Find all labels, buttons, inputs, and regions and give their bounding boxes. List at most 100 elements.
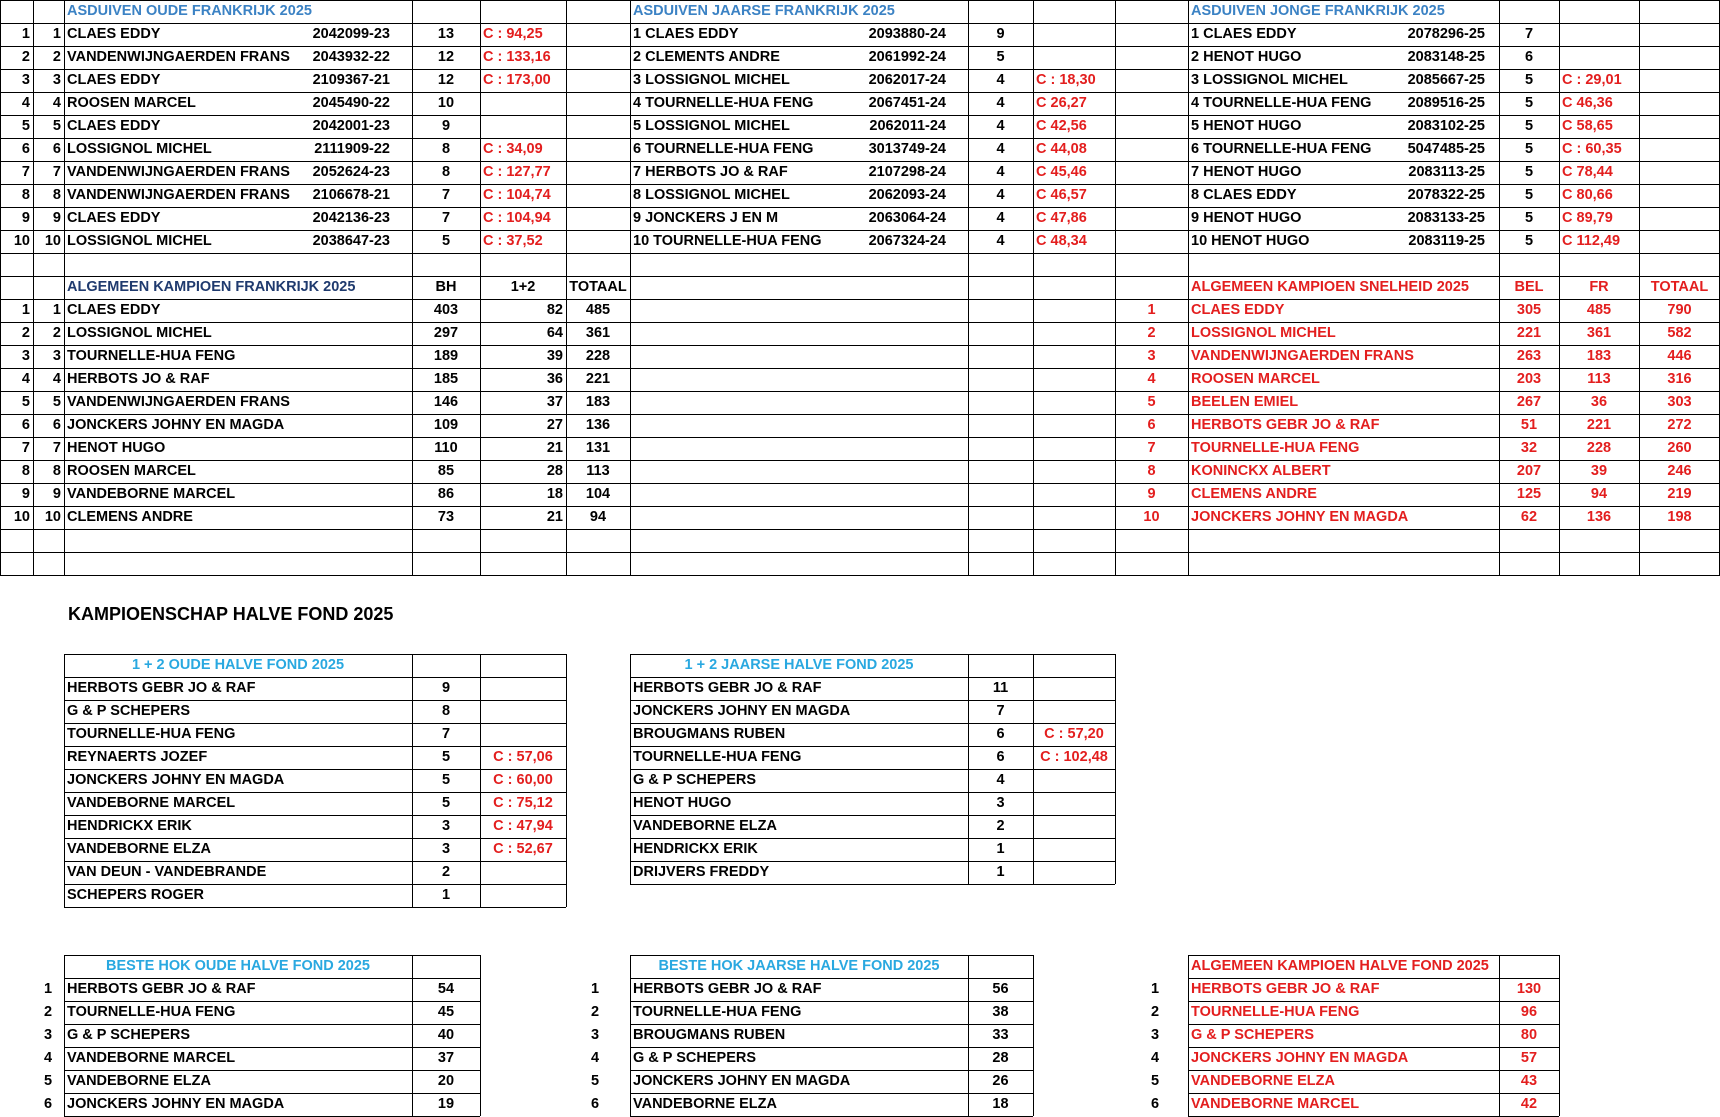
fancier-name: VANDENWIJNGAERDEN FRANS 2106678-21: [64, 184, 412, 207]
count: 6: [1524, 49, 1534, 65]
score: 20: [437, 1073, 455, 1089]
coefficient: C : 18,30: [1036, 72, 1096, 88]
fancier-name: JONCKERS JOHNY EN MAGDA: [67, 1096, 285, 1112]
ring-number: 2089516-25: [1407, 95, 1485, 111]
coefficient: C : 173,00: [483, 72, 551, 88]
grid-line: [1639, 0, 1640, 575]
coefficient: C 46,57: [1036, 187, 1087, 203]
grid-line: [630, 0, 631, 575]
rank: 1: [52, 26, 61, 42]
rank: 1: [590, 981, 600, 997]
score-total: 183: [585, 394, 611, 410]
fancier-name: JONCKERS JOHNY EN MAGDA: [67, 417, 285, 433]
rank: 9: [21, 486, 30, 502]
grid-line: [64, 723, 566, 724]
count: 4: [996, 118, 1005, 134]
score: 3: [441, 841, 451, 857]
count: 13: [437, 26, 455, 42]
fancier-name: VANDEBORNE ELZA: [67, 1073, 211, 1089]
fancier-name: TOURNELLE-HUA FENG: [633, 1004, 802, 1020]
fancier-name: BROUGMANS RUBEN: [633, 1027, 786, 1043]
score-total: 446: [1667, 348, 1692, 364]
grid-line: [412, 955, 413, 1116]
grid-line: [630, 978, 1033, 979]
coefficient: C 42,56: [1036, 118, 1087, 134]
grid-line: [1188, 1047, 1559, 1048]
count: 4: [996, 187, 1005, 203]
score: 11: [992, 680, 1009, 696]
fancier-name: HERBOTS GEBR JO & RAF: [633, 680, 822, 696]
coefficient: [1033, 861, 1115, 884]
grid-line: [64, 746, 566, 747]
grid-line: [0, 184, 1720, 185]
fancier-name: BEELEN EMIEL: [1191, 394, 1299, 410]
ring-number: 2042099-23: [312, 26, 390, 42]
ring-number: 2093880-24: [868, 26, 946, 42]
coefficient: [1033, 815, 1115, 838]
score: 2: [441, 864, 451, 880]
coefficient: [1033, 769, 1115, 792]
column-header: TOTAAL: [1650, 279, 1709, 295]
fancier-name: CLEMENS ANDRE: [67, 509, 193, 525]
grid-line: [968, 654, 969, 884]
grid-line: [1499, 955, 1500, 1116]
fancier-name: 2 CLEMENTS ANDRE 2061992-24: [630, 46, 968, 69]
rank: 3: [52, 348, 61, 364]
grid-line: [64, 955, 65, 1116]
grid-line: [0, 552, 1720, 553]
ring-number: 2111909-22: [314, 141, 390, 157]
coefficient: C 58,65: [1562, 118, 1613, 134]
grid-line: [0, 253, 1720, 254]
table-title: ALGEMEEN KAMPIOEN SNELHEID 2025: [1191, 279, 1469, 295]
rank: 3: [52, 72, 61, 88]
coefficient: [1033, 677, 1115, 700]
grid-line: [630, 815, 1115, 816]
coefficient: C : 57,20: [1044, 726, 1104, 742]
fancier-name: DRIJVERS FREDDY: [633, 864, 770, 880]
rank: 3: [43, 1027, 53, 1043]
score-total: 221: [585, 371, 611, 387]
fancier-name: JONCKERS JOHNY EN MAGDA: [633, 1073, 851, 1089]
column-header: BEL: [1514, 279, 1544, 295]
grid-line: [1033, 654, 1034, 884]
score-12: 36: [546, 371, 563, 387]
grid-line: [64, 677, 566, 678]
score-12: 21: [546, 440, 563, 456]
score: 43: [1520, 1073, 1538, 1089]
rank: 4: [590, 1050, 600, 1066]
fancier-name: 10 TOURNELLE-HUA FENG 2067324-24: [630, 230, 968, 253]
rank: 3: [21, 72, 30, 88]
score: 3: [441, 818, 451, 834]
score: 5: [441, 749, 451, 765]
fancier-name: VANDEBORNE MARCEL: [67, 486, 236, 502]
grid-line: [412, 0, 413, 575]
coefficient: C : 57,06: [493, 749, 553, 765]
fancier-name: HERBOTS GEBR JO & RAF: [67, 680, 256, 696]
fancier-name: KONINCKX ALBERT: [1191, 463, 1331, 479]
coefficient: C : 60,00: [493, 772, 553, 788]
coefficient: [1033, 23, 1115, 46]
grid-line: [630, 700, 1115, 701]
coefficient: C : 47,94: [493, 818, 553, 834]
score-total: 485: [585, 302, 611, 318]
grid-line: [64, 792, 566, 793]
rank: 6: [1150, 1096, 1160, 1112]
coefficient: [480, 92, 566, 115]
grid-line: [0, 46, 1720, 47]
score-bh: 297: [433, 325, 459, 341]
coefficient: C : 52,67: [493, 841, 553, 857]
grid-line: [0, 69, 1720, 70]
rank: 5: [590, 1073, 600, 1089]
fancier-name: 6 TOURNELLE-HUA FENG 3013749-24: [630, 138, 968, 161]
score-total: 316: [1667, 371, 1692, 387]
grid-line: [1188, 1093, 1559, 1094]
fancier-name: 3 LOSSIGNOL MICHEL 2085667-25: [1188, 69, 1499, 92]
grid-line: [1559, 955, 1560, 1116]
fancier-name: 9 JONCKERS J EN M 2063064-24: [630, 207, 968, 230]
coefficient: C : 104,74: [483, 187, 551, 203]
ring-number: 2078296-25: [1407, 26, 1485, 42]
ring-number: 2067451-24: [868, 95, 946, 111]
rank: 7: [52, 440, 61, 456]
grid-line: [0, 0, 1720, 1]
score-total: 219: [1667, 486, 1692, 502]
